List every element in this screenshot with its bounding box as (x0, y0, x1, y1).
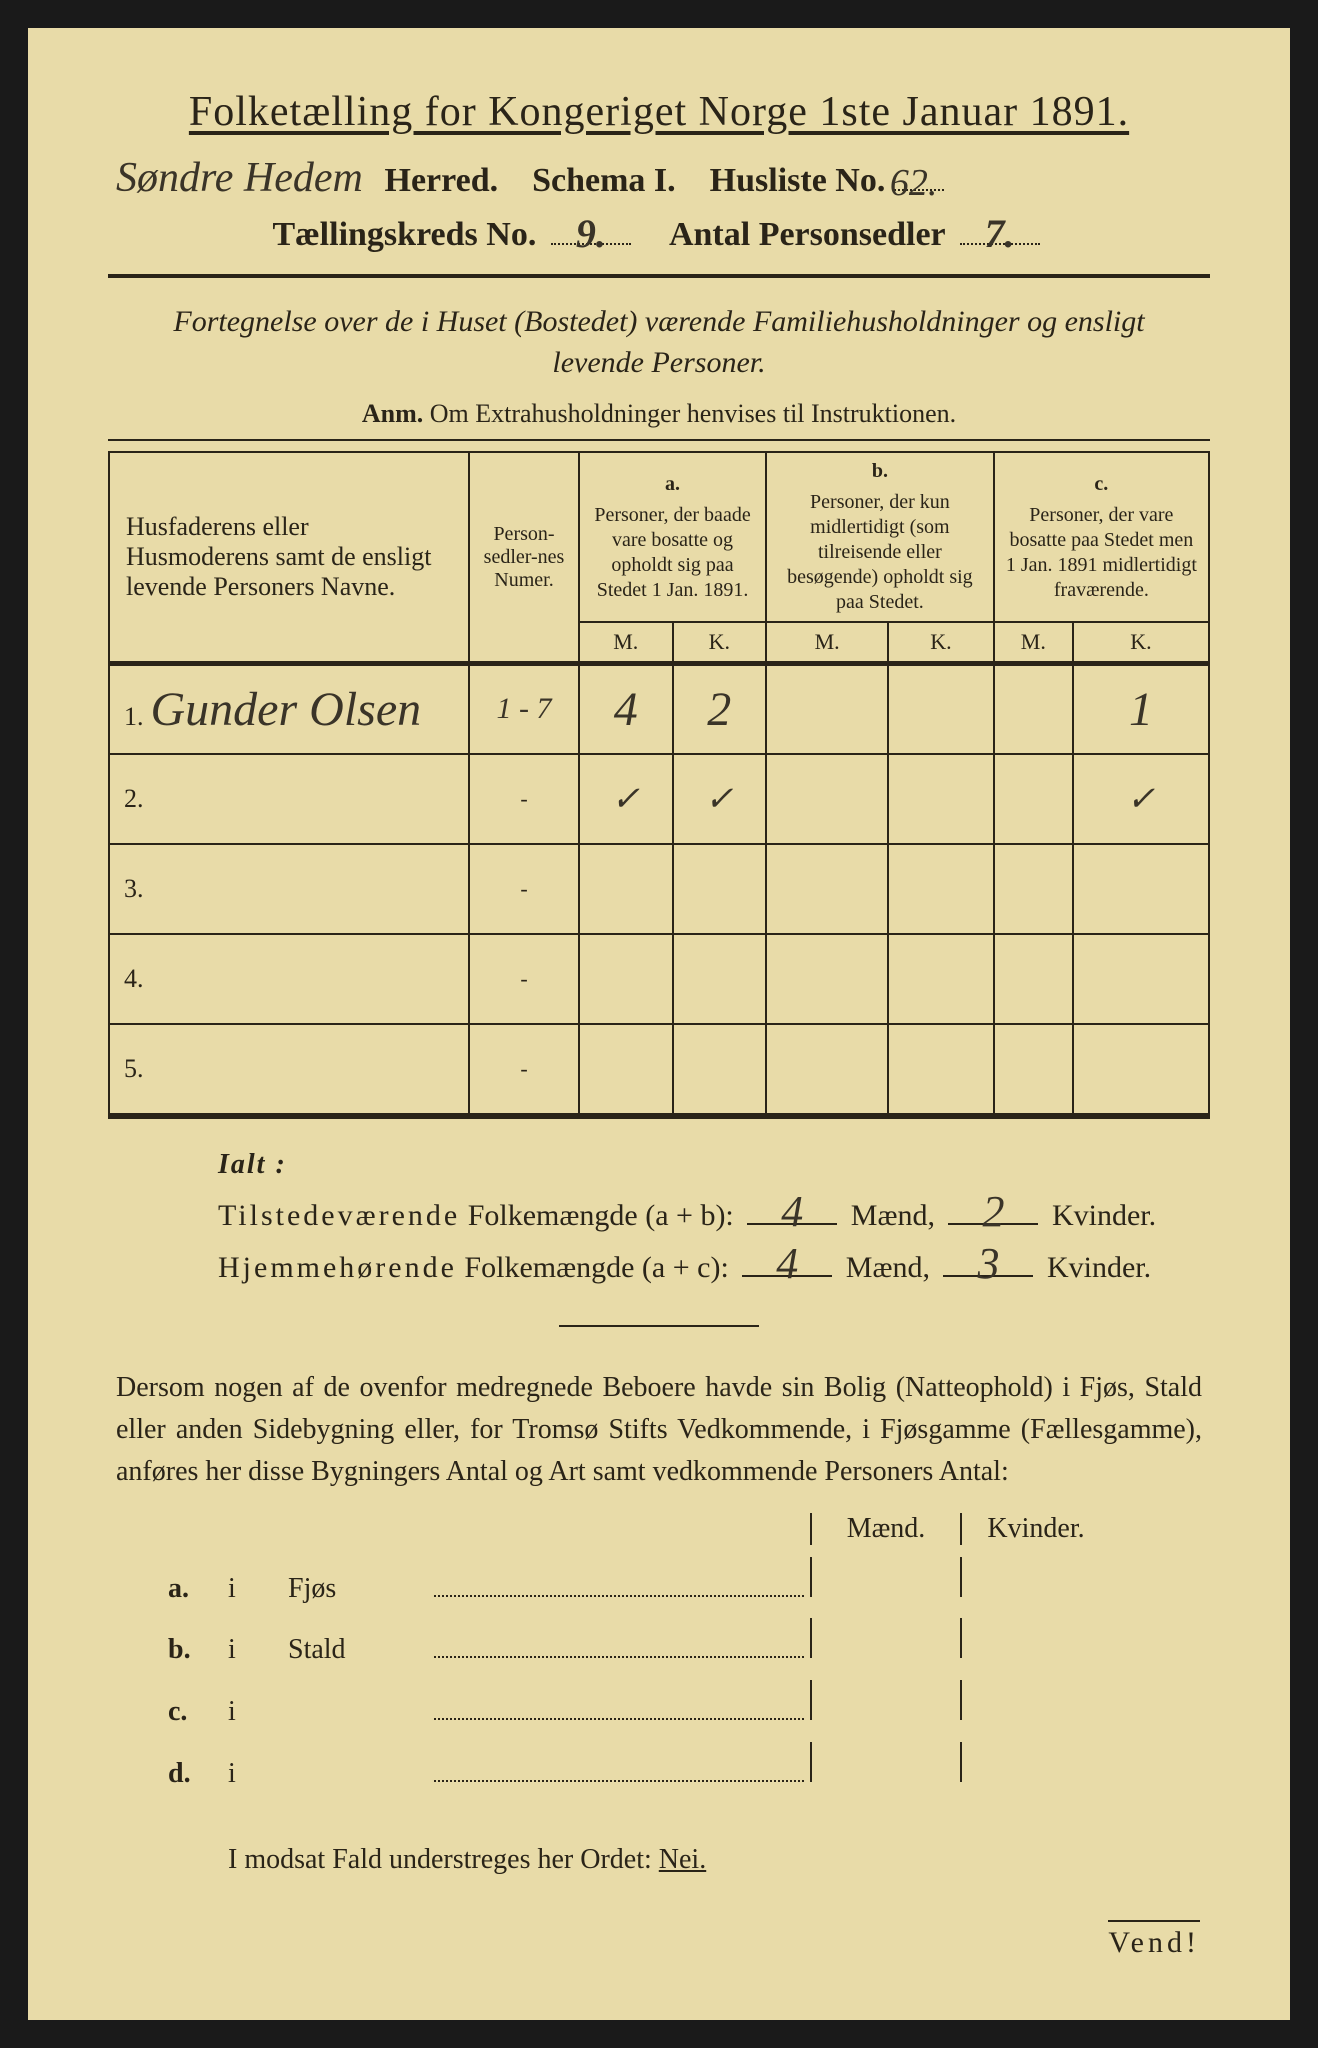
short-divider (559, 1325, 759, 1327)
table-row: 4. - (109, 934, 1209, 1024)
c-m: M. (994, 622, 1073, 664)
tot2-m: 4 (776, 1238, 798, 1289)
outbuilding-list: a. i Fjøs b. i Stald c. i d. i (168, 1557, 1110, 1804)
tot2-k: 3 (977, 1238, 999, 1289)
kreds-label: Tællingskreds No. (272, 216, 536, 253)
divider-2 (108, 439, 1210, 441)
col-c-header: c.Personer, der vare bosatte paa Stedet … (994, 452, 1209, 622)
schema-label: Schema I. (532, 162, 676, 199)
anm-label: Anm. (362, 399, 423, 428)
antal-label: Antal Personsedler (669, 216, 945, 253)
a-m: M. (579, 622, 673, 664)
row-d: d. i (168, 1742, 1110, 1804)
page-title: Folketælling for Kongeriget Norge 1ste J… (108, 88, 1210, 136)
a-k: K. (673, 622, 767, 664)
b-m: M. (766, 622, 888, 664)
herred-handwritten: Søndre Hedem (116, 154, 376, 202)
vend-label: Vend! (1108, 1920, 1200, 1960)
tot1-m: 4 (781, 1186, 803, 1237)
outbuilding-paragraph: Dersom nogen af de ovenfor medregnede Be… (116, 1367, 1202, 1493)
subtitle: Fortegnelse over de i Huset (Bostedet) v… (128, 302, 1190, 383)
mk-column-header: Mænd.Kvinder. (108, 1513, 1110, 1545)
total-present: Tilstedeværende Folkemængde (a + b): 4 M… (218, 1199, 1210, 1233)
b-k: K. (888, 622, 994, 664)
header-line-3: Tællingskreds No. 9. Antal Personsedler … (108, 216, 1210, 254)
table-row: 3. - (109, 844, 1209, 934)
col2-header: Person-sedler-nes Numer. (469, 452, 579, 664)
row-c: c. i (168, 1680, 1110, 1742)
nei-line: I modsat Fald understreges her Ordet: Ne… (228, 1844, 1210, 1876)
tot1-k: 2 (982, 1186, 1004, 1237)
anm-text: Om Extrahusholdninger henvises til Instr… (430, 399, 956, 428)
herred-label: Herred. (385, 162, 499, 199)
table-row: 1. Gunder Olsen 1 - 7 4 2 1 (109, 664, 1209, 754)
husliste-no: 62. (890, 161, 938, 205)
kreds-no: 9. (576, 210, 606, 257)
husliste-label: Husliste No. (710, 162, 886, 199)
header-line-2: Søndre Hedem Herred. Schema I. Husliste … (116, 154, 1210, 202)
row1-name: Gunder Olsen (151, 683, 422, 736)
col1-header: Husfaderens eller Husmoderens samt de en… (109, 452, 469, 664)
census-form-page: Folketælling for Kongeriget Norge 1ste J… (28, 28, 1290, 2020)
table-row: 2. - ✓ ✓ ✓ (109, 754, 1209, 844)
ialt-label: Ialt : (218, 1149, 1210, 1181)
anm-line: Anm. Om Extrahusholdninger henvises til … (108, 399, 1210, 429)
nei-word: Nei. (659, 1844, 706, 1875)
divider-3 (108, 1115, 1210, 1119)
households-table: Husfaderens eller Husmoderens samt de en… (108, 451, 1210, 1115)
row-b: b. i Stald (168, 1618, 1110, 1680)
title-text: Folketælling for Kongeriget Norge 1ste J… (189, 89, 1129, 135)
divider-1 (108, 274, 1210, 278)
col-a-header: a.Personer, der baade vare bosatte og op… (579, 452, 766, 622)
antal-no: 7. (985, 210, 1015, 257)
total-belonging: Hjemmehørende Folkemængde (a + c): 4 Mæn… (218, 1251, 1210, 1285)
c-k: K. (1073, 622, 1209, 664)
totals-block: Ialt : Tilstedeværende Folkemængde (a + … (218, 1149, 1210, 1285)
table-row: 5. - (109, 1024, 1209, 1114)
row-a: a. i Fjøs (168, 1557, 1110, 1619)
col-b-header: b.Personer, der kun midlertidigt (som ti… (766, 452, 994, 622)
